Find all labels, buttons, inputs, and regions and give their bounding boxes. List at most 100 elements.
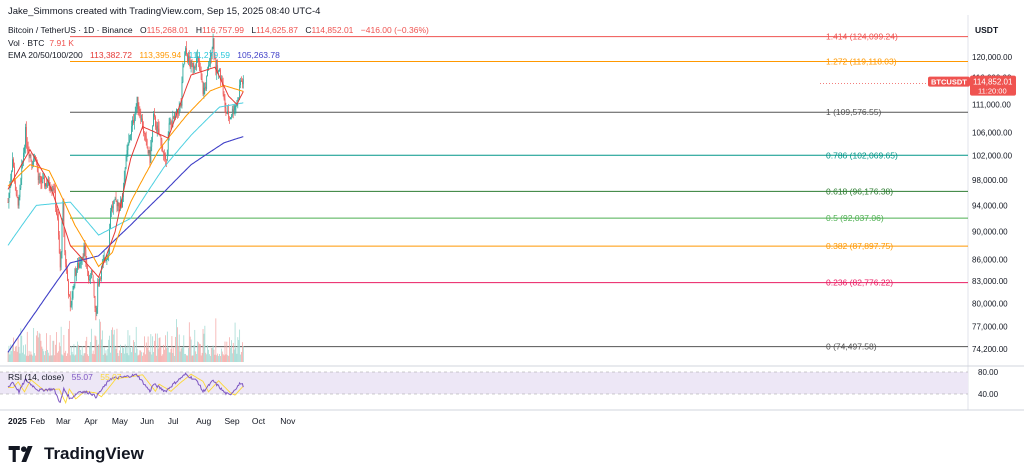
candle-body bbox=[164, 153, 165, 156]
candle-body bbox=[94, 296, 96, 308]
candle-body bbox=[148, 150, 150, 154]
volume-bar bbox=[215, 318, 217, 362]
fib-level-label: 1.272 (119,118.03) bbox=[826, 56, 897, 66]
candle-body bbox=[191, 62, 193, 64]
candle-body bbox=[89, 279, 90, 281]
ema-legend: EMA 20/50/100/200 113,382.72 113,395.94 … bbox=[8, 50, 285, 60]
candle-body bbox=[157, 125, 159, 129]
volume-bar bbox=[96, 339, 98, 362]
candle-body bbox=[159, 135, 161, 137]
candle-body bbox=[8, 193, 10, 203]
candle-body bbox=[68, 295, 70, 297]
volume-bar bbox=[129, 335, 131, 362]
volume-label: Vol · BTC bbox=[8, 38, 45, 48]
candle-body bbox=[223, 94, 225, 99]
price-axis-tick: 74,200.00 bbox=[972, 345, 1008, 354]
volume-bar bbox=[234, 322, 236, 362]
candle-body bbox=[29, 154, 31, 157]
candle-body bbox=[153, 114, 154, 126]
candle-body bbox=[186, 48, 187, 55]
volume-bar bbox=[232, 342, 234, 362]
volume-bar bbox=[198, 343, 200, 362]
volume-bar bbox=[182, 347, 184, 362]
volume-bar bbox=[80, 354, 82, 362]
ema50-line bbox=[7, 84, 244, 268]
ema20-value: 113,382.72 bbox=[90, 50, 132, 60]
volume-bar bbox=[69, 355, 71, 362]
volume-bars bbox=[7, 318, 244, 362]
volume-bar bbox=[55, 344, 57, 362]
volume-bar bbox=[177, 346, 179, 362]
volume-bar bbox=[221, 351, 223, 362]
volume-bar bbox=[155, 333, 156, 362]
volume-bar bbox=[229, 337, 230, 362]
candle-body bbox=[107, 255, 109, 256]
volume-bar bbox=[79, 349, 81, 362]
candle-body bbox=[100, 278, 101, 280]
candle-body bbox=[129, 139, 131, 141]
volume-bar bbox=[170, 348, 172, 362]
ema100-line bbox=[7, 102, 244, 246]
volume-bar bbox=[185, 353, 187, 362]
candle-body bbox=[44, 177, 46, 187]
candle-body bbox=[194, 66, 196, 68]
candle-body bbox=[198, 61, 200, 70]
volume-bar bbox=[36, 335, 37, 362]
candle-body bbox=[7, 202, 9, 203]
volume-bar bbox=[209, 355, 211, 362]
volume-bar bbox=[72, 354, 74, 362]
volume-bar bbox=[196, 353, 197, 362]
volume-bar bbox=[214, 354, 216, 362]
candle-body bbox=[13, 159, 14, 167]
volume-bar bbox=[219, 353, 220, 362]
time-axis-label: Jul bbox=[168, 416, 179, 426]
volume-bar bbox=[41, 346, 43, 362]
candle-body bbox=[177, 112, 179, 115]
volume-bar bbox=[164, 349, 165, 362]
candle-body bbox=[31, 159, 33, 166]
candle-body bbox=[79, 263, 80, 268]
volume-bar bbox=[172, 352, 174, 362]
volume-bar bbox=[158, 338, 160, 362]
volume-bar bbox=[51, 355, 53, 362]
volume-bar bbox=[145, 342, 147, 362]
volume-bar bbox=[147, 336, 149, 362]
volume-bar bbox=[94, 335, 96, 362]
price-axis-tick: 77,000.00 bbox=[972, 323, 1008, 332]
volume-bar bbox=[242, 342, 243, 362]
candle-body bbox=[182, 66, 184, 83]
volume-bar bbox=[64, 352, 66, 362]
volume-bar bbox=[114, 346, 116, 362]
candle-body bbox=[82, 256, 84, 258]
volume-bar bbox=[54, 355, 56, 362]
candle-body bbox=[224, 98, 226, 108]
volume-legend: Vol · BTC 7.91 K bbox=[8, 38, 79, 48]
candle-body bbox=[125, 155, 127, 168]
candle-body bbox=[90, 270, 92, 279]
low-value: 114,625.87 bbox=[256, 25, 298, 35]
candle-body bbox=[236, 104, 238, 106]
volume-bar bbox=[59, 346, 61, 362]
volume-bar bbox=[78, 344, 79, 362]
candle-body bbox=[85, 249, 87, 262]
symbol-legend: Bitcoin / TetherUS · 1D · Binance O115,2… bbox=[8, 25, 429, 35]
candle-body bbox=[142, 118, 143, 129]
ema100-value: 111,279.59 bbox=[188, 50, 230, 60]
volume-bar bbox=[142, 355, 143, 362]
volume-bar bbox=[98, 344, 100, 362]
volume-bar bbox=[35, 355, 36, 362]
ema20-line bbox=[7, 66, 244, 279]
volume-bar bbox=[130, 347, 132, 362]
volume-bar bbox=[91, 353, 93, 362]
volume-bar bbox=[14, 351, 15, 362]
volume-bar bbox=[222, 354, 224, 362]
volume-bar bbox=[15, 345, 17, 362]
volume-bar bbox=[27, 355, 29, 362]
fib-level-label: 0.5 (92,037.06) bbox=[826, 213, 884, 223]
volume-bar bbox=[30, 351, 32, 362]
candle-body bbox=[228, 110, 230, 119]
candle-body bbox=[231, 108, 233, 116]
rsi-value: 55.07 bbox=[71, 372, 93, 382]
candle-body bbox=[112, 203, 114, 209]
